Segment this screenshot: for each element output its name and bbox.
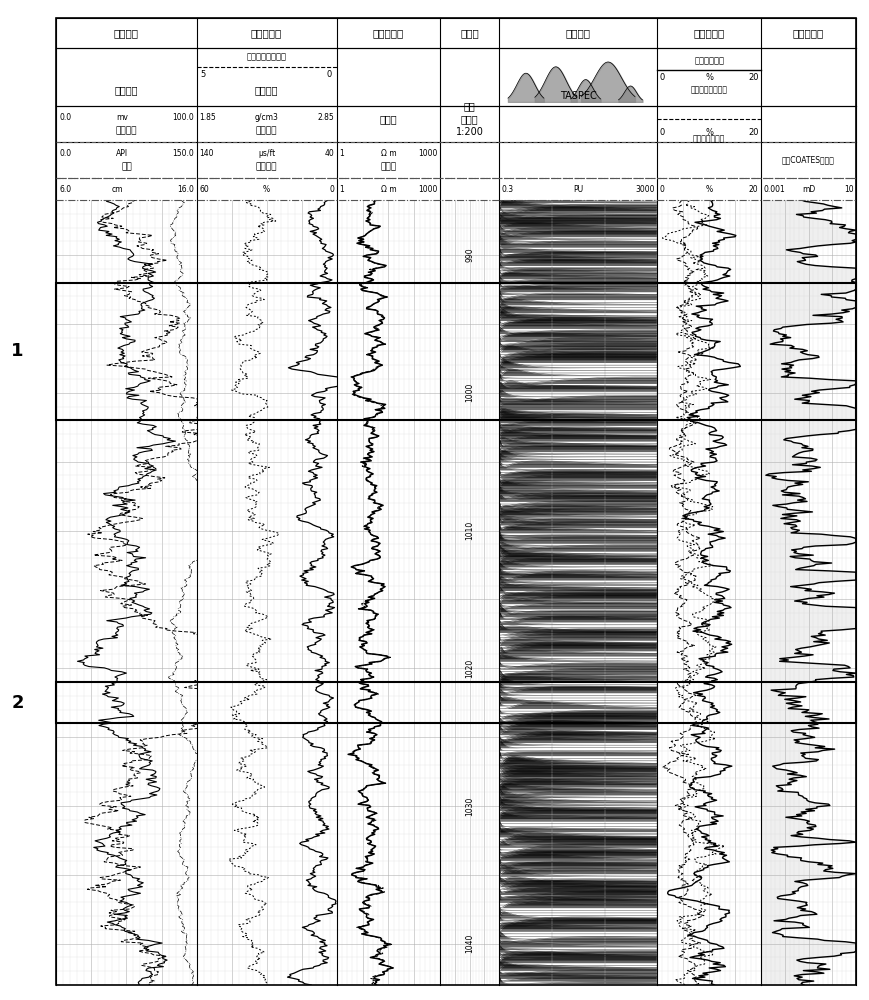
Text: g/cm3: g/cm3 [255,113,278,122]
Text: 自然伽马: 自然伽马 [116,127,137,136]
Text: 深度
（米）
1:200: 深度 （米） 1:200 [456,101,484,137]
Text: %: % [706,185,713,194]
Text: PU: PU [574,185,583,194]
Text: 1: 1 [339,149,344,158]
Text: mD: mD [802,185,815,194]
Text: 深侧向: 深侧向 [380,114,397,124]
Text: %: % [263,185,270,194]
Text: %: % [705,128,713,137]
Text: 核磁曲线: 核磁曲线 [566,28,591,38]
Text: μs/ft: μs/ft [258,149,275,158]
Text: 990: 990 [465,248,474,262]
Text: 40: 40 [324,149,334,158]
Text: 1020: 1020 [465,659,474,678]
Text: 5: 5 [201,70,206,79]
Text: 自然电位: 自然电位 [115,85,138,95]
Text: 井径: 井径 [121,163,132,172]
Text: 2: 2 [11,694,23,712]
Text: 6.0: 6.0 [59,185,71,194]
Text: 光电吸收截面指数: 光电吸收截面指数 [247,53,287,62]
Text: mv: mv [116,113,128,122]
Text: 10: 10 [844,185,853,194]
Text: cm: cm [112,185,123,194]
Text: 1000: 1000 [419,185,438,194]
Text: 0.0: 0.0 [59,149,71,158]
Text: 1030: 1030 [465,796,474,816]
Text: 电附率曲线: 电附率曲线 [373,28,404,38]
Text: 140: 140 [199,149,214,158]
Text: 0: 0 [327,70,332,79]
Text: 0.3: 0.3 [501,185,514,194]
Text: 1: 1 [339,185,344,194]
Text: %: % [705,73,713,82]
Text: API: API [116,149,129,158]
Text: 核磁有效孔隙度: 核磁有效孔隙度 [693,135,726,144]
Text: 核磁COATES渗透率: 核磁COATES渗透率 [782,156,835,165]
Text: 孔隙度曲线: 孔隙度曲线 [693,28,725,38]
Text: 1: 1 [11,342,23,360]
Text: 0: 0 [660,73,665,82]
Text: 核磁束缚水孔隙度: 核磁束缚水孔隙度 [691,85,727,94]
Text: 1.85: 1.85 [199,113,216,122]
Text: 1000: 1000 [419,149,438,158]
Text: TASPEC: TASPEC [560,91,596,101]
Text: 孔隙度曲线: 孔隙度曲线 [251,28,282,38]
Text: 0.0: 0.0 [59,113,71,122]
Text: 岩性曲线: 岩性曲线 [114,28,139,38]
Text: 16.0: 16.0 [177,185,194,194]
Text: 1010: 1010 [465,521,474,540]
Text: Ω m: Ω m [381,149,396,158]
Text: 0: 0 [329,185,334,194]
Text: 浅侧向: 浅侧向 [381,163,396,172]
Text: 核磁总孔隙度: 核磁总孔隙度 [694,56,724,65]
Text: 0.001: 0.001 [764,185,786,194]
Text: 150.0: 150.0 [172,149,194,158]
Text: 60: 60 [199,185,209,194]
Text: 2.85: 2.85 [317,113,334,122]
Text: 1000: 1000 [465,383,474,402]
Text: 20: 20 [749,185,759,194]
Text: 1040: 1040 [465,934,474,953]
Text: Ω m: Ω m [381,185,396,194]
Text: 20: 20 [748,128,759,137]
Text: 20: 20 [748,73,759,82]
Text: 补偿中子: 补偿中子 [255,163,277,172]
Text: 3000: 3000 [635,185,654,194]
Text: 渗透率曲线: 渗透率曲线 [793,28,824,38]
Text: 声波时差: 声波时差 [255,127,277,136]
Text: 补偿密度: 补偿密度 [255,85,278,95]
Text: 0: 0 [660,128,665,137]
Text: 深度道: 深度道 [461,28,479,38]
Text: 0: 0 [660,185,665,194]
Text: 100.0: 100.0 [172,113,194,122]
